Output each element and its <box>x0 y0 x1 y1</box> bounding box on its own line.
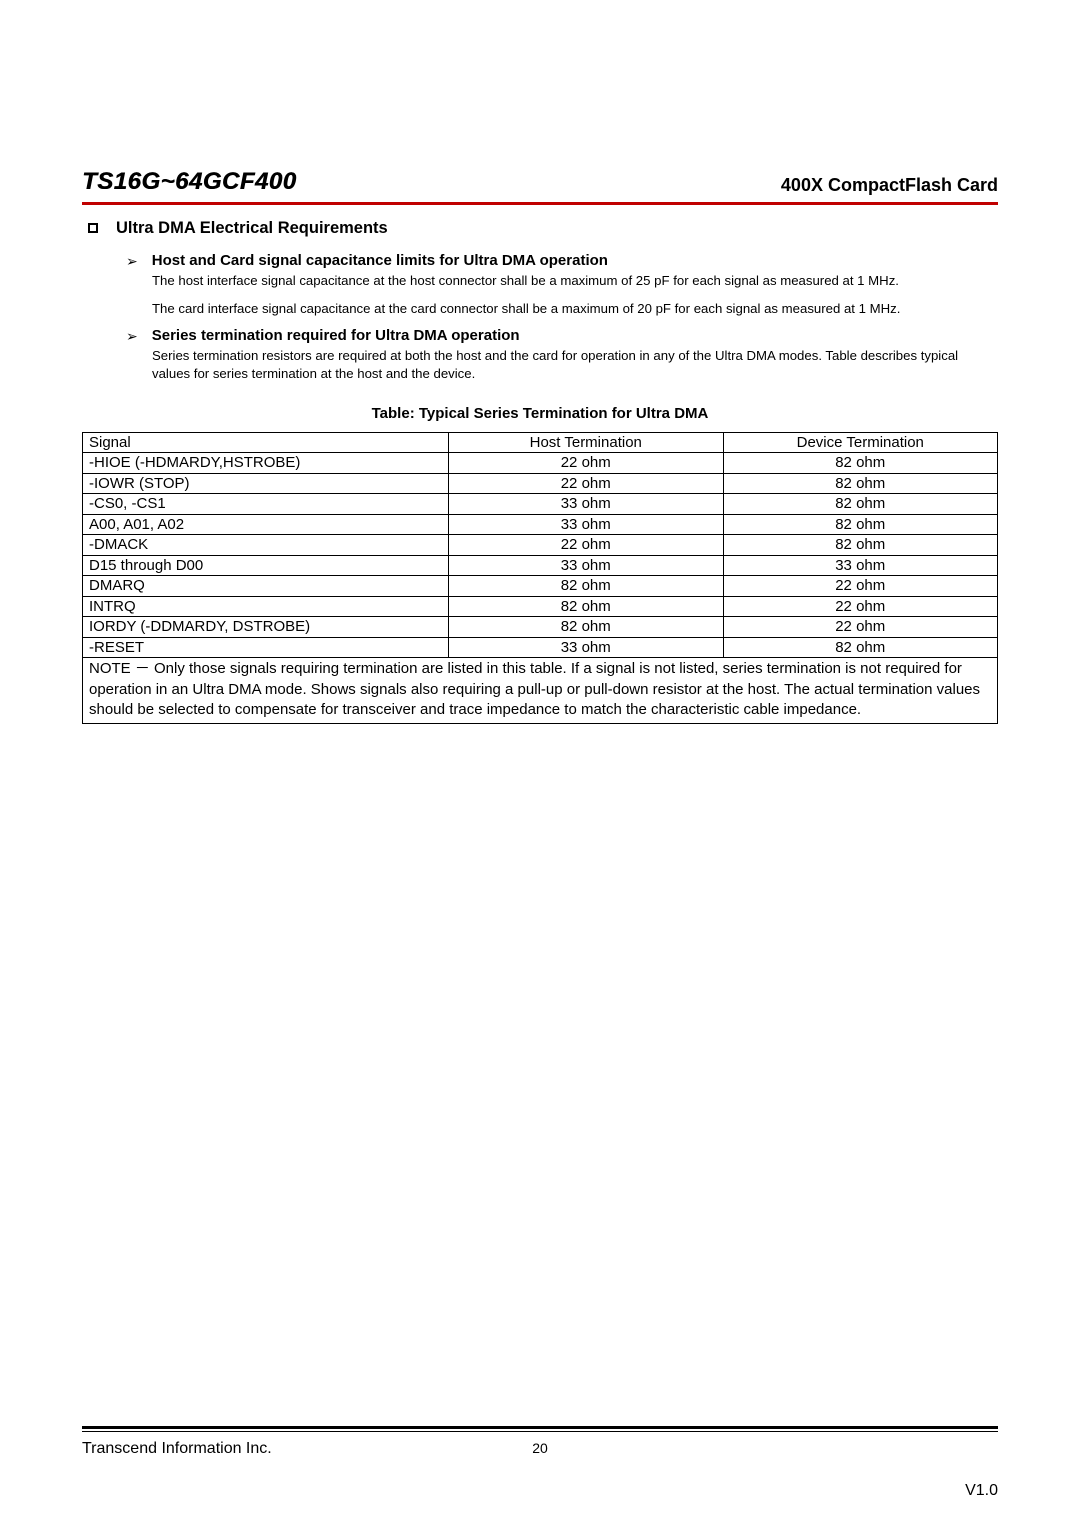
table-cell: 22 ohm <box>449 535 724 556</box>
table-row: IORDY (-DDMARDY, DSTROBE)82 ohm22 ohm <box>83 617 998 638</box>
subsection-head: ➢ Series termination required for Ultra … <box>126 327 998 345</box>
table-note-row: NOTE － Only those signals requiring term… <box>83 658 998 724</box>
body-paragraph: The host interface signal capacitance at… <box>152 272 998 290</box>
header-rule <box>82 202 998 205</box>
body-paragraph: Series termination resistors are require… <box>152 347 998 383</box>
subsection-body: Series termination resistors are require… <box>152 347 998 383</box>
table-cell: 33 ohm <box>449 494 724 515</box>
table-cell: 82 ohm <box>723 637 998 658</box>
table-cell: DMARQ <box>83 576 449 597</box>
table-row: D15 through D0033 ohm33 ohm <box>83 555 998 576</box>
table-cell: -RESET <box>83 637 449 658</box>
table-caption: Table: Typical Series Termination for Ul… <box>82 405 998 422</box>
table-cell: 82 ohm <box>723 514 998 535</box>
table-cell: IORDY (-DDMARDY, DSTROBE) <box>83 617 449 638</box>
table-cell: 82 ohm <box>723 453 998 474</box>
table-row: -DMACK22 ohm82 ohm <box>83 535 998 556</box>
section-heading: Ultra DMA Electrical Requirements <box>88 219 998 238</box>
table-cell: 33 ohm <box>723 555 998 576</box>
subsection-capacitance: ➢ Host and Card signal capacitance limit… <box>126 252 998 317</box>
table-cell: 22 ohm <box>449 453 724 474</box>
subsection-title: Series termination required for Ultra DM… <box>152 327 520 344</box>
table-row: -HIOE (-HDMARDY,HSTROBE)22 ohm82 ohm <box>83 453 998 474</box>
footer-rule-thin <box>82 1431 998 1432</box>
table-cell: -HIOE (-HDMARDY,HSTROBE) <box>83 453 449 474</box>
footer-version: V1.0 <box>965 1482 998 1500</box>
footer-row: Transcend Information Inc. 20 <box>82 1440 998 1458</box>
footer-page-number: 20 <box>532 1440 548 1456</box>
table-cell: -IOWR (STOP) <box>83 473 449 494</box>
table-cell: 82 ohm <box>449 596 724 617</box>
subsection-head: ➢ Host and Card signal capacitance limit… <box>126 252 998 270</box>
table-col-header: Device Termination <box>723 432 998 453</box>
table-cell: A00, A01, A02 <box>83 514 449 535</box>
table-row: -CS0, -CS133 ohm82 ohm <box>83 494 998 515</box>
table-cell: 82 ohm <box>723 535 998 556</box>
table-col-header: Host Termination <box>449 432 724 453</box>
product-title: TS16G~64GCF400 <box>82 168 296 196</box>
product-subtitle: 400X CompactFlash Card <box>781 175 998 196</box>
chevron-right-icon: ➢ <box>126 328 138 345</box>
table-cell: -CS0, -CS1 <box>83 494 449 515</box>
subsection-termination: ➢ Series termination required for Ultra … <box>126 327 998 382</box>
table-cell: 33 ohm <box>449 555 724 576</box>
table-cell: 82 ohm <box>723 494 998 515</box>
table-row: -IOWR (STOP)22 ohm82 ohm <box>83 473 998 494</box>
chevron-right-icon: ➢ <box>126 253 138 270</box>
subsection-body: The host interface signal capacitance at… <box>152 272 998 318</box>
table-cell: 82 ohm <box>449 576 724 597</box>
table-cell: 22 ohm <box>723 596 998 617</box>
table-cell: INTRQ <box>83 596 449 617</box>
table-cell: 33 ohm <box>449 637 724 658</box>
table-cell: -DMACK <box>83 535 449 556</box>
table-header-row: Signal Host Termination Device Terminati… <box>83 432 998 453</box>
table-row: -RESET33 ohm82 ohm <box>83 637 998 658</box>
table-cell: 22 ohm <box>723 576 998 597</box>
termination-table: Signal Host Termination Device Terminati… <box>82 432 998 724</box>
table-note-cell: NOTE － Only those signals requiring term… <box>83 658 998 724</box>
table-cell: 22 ohm <box>449 473 724 494</box>
table-row: A00, A01, A0233 ohm82 ohm <box>83 514 998 535</box>
table-cell: D15 through D00 <box>83 555 449 576</box>
table-col-header: Signal <box>83 432 449 453</box>
table-cell: 82 ohm <box>449 617 724 638</box>
footer-rule-thick <box>82 1426 998 1429</box>
subsection-title: Host and Card signal capacitance limits … <box>152 252 608 269</box>
body-paragraph: The card interface signal capacitance at… <box>152 300 998 318</box>
table-row: DMARQ82 ohm22 ohm <box>83 576 998 597</box>
table-row: INTRQ82 ohm22 ohm <box>83 596 998 617</box>
table-cell: 22 ohm <box>723 617 998 638</box>
section-title: Ultra DMA Electrical Requirements <box>116 219 388 238</box>
page-footer: Transcend Information Inc. 20 <box>82 1426 998 1458</box>
table-cell: 33 ohm <box>449 514 724 535</box>
table-cell: 82 ohm <box>723 473 998 494</box>
page-header: TS16G~64GCF400 400X CompactFlash Card <box>82 168 998 202</box>
square-bullet-icon <box>88 223 98 233</box>
